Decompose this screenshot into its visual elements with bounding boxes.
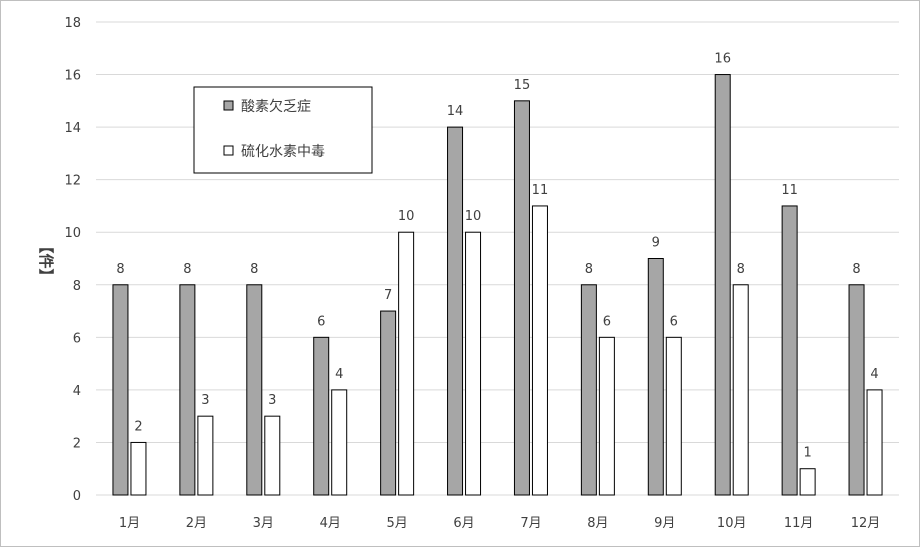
bar-hydrogen-sulfide — [398, 231, 415, 496]
data-label-hydrogen-sulfide: 1 — [803, 446, 811, 461]
legend-swatch-oxygen-deficiency — [223, 100, 234, 111]
data-label-hydrogen-sulfide: 2 — [134, 419, 142, 434]
data-label-oxygen-deficiency: 8 — [852, 262, 860, 277]
data-label-oxygen-deficiency: 15 — [514, 78, 531, 93]
x-tick-label: 3月 — [253, 516, 274, 531]
bar-hydrogen-sulfide — [598, 336, 615, 496]
bar-oxygen-deficiency — [714, 74, 731, 496]
y-tick-label: 18 — [64, 16, 81, 31]
bars — [112, 74, 883, 496]
x-tick-label: 5月 — [386, 516, 407, 531]
data-label-hydrogen-sulfide: 4 — [335, 367, 343, 382]
bar-hydrogen-sulfide — [197, 415, 214, 496]
data-label-oxygen-deficiency: 8 — [585, 262, 593, 277]
x-tick-label: 10月 — [717, 516, 747, 531]
bar-hydrogen-sulfide — [331, 389, 348, 496]
y-tick-label: 4 — [73, 384, 81, 399]
data-label-hydrogen-sulfide: 10 — [465, 209, 482, 224]
bar-oxygen-deficiency — [513, 100, 530, 496]
data-label-hydrogen-sulfide: 3 — [268, 393, 276, 408]
data-label-oxygen-deficiency: 8 — [183, 262, 191, 277]
bar-hydrogen-sulfide — [465, 231, 482, 496]
legend-label-oxygen-deficiency: 酸素欠乏症 — [241, 99, 311, 115]
data-label-oxygen-deficiency: 16 — [714, 52, 731, 67]
data-label-hydrogen-sulfide: 8 — [737, 262, 745, 277]
y-axis-ticks: 0 2 4 6 8 10 12 14 16 18 — [64, 16, 81, 504]
data-label-oxygen-deficiency: 11 — [781, 183, 798, 198]
data-label-oxygen-deficiency: 8 — [116, 262, 124, 277]
bar-oxygen-deficiency — [848, 284, 865, 496]
legend-label-hydrogen-sulfide: 硫化水素中毒 — [241, 144, 325, 160]
y-axis-label-text: 【件】 — [37, 238, 55, 283]
bar-oxygen-deficiency — [112, 284, 129, 496]
bar-hydrogen-sulfide — [264, 415, 281, 496]
legend: 酸素欠乏症 硫化水素中毒 — [193, 86, 373, 174]
data-label-oxygen-deficiency: 6 — [317, 314, 325, 329]
y-tick-label: 12 — [64, 174, 81, 189]
y-axis-label: 【件】 — [37, 238, 55, 283]
bar-oxygen-deficiency — [179, 284, 196, 496]
bar-hydrogen-sulfide — [531, 205, 548, 496]
data-label-oxygen-deficiency: 8 — [250, 262, 258, 277]
data-label-hydrogen-sulfide: 4 — [870, 367, 878, 382]
y-tick-label: 14 — [64, 121, 81, 136]
bar-oxygen-deficiency — [580, 284, 597, 496]
bar-oxygen-deficiency — [447, 126, 464, 496]
data-label-hydrogen-sulfide: 11 — [532, 183, 549, 198]
data-label-hydrogen-sulfide: 6 — [603, 314, 611, 329]
y-tick-label: 10 — [64, 226, 81, 241]
bar-oxygen-deficiency — [313, 336, 330, 496]
bar-hydrogen-sulfide — [130, 441, 147, 496]
data-label-hydrogen-sulfide: 3 — [201, 393, 209, 408]
bar-oxygen-deficiency — [246, 284, 263, 496]
x-tick-label: 9月 — [654, 516, 675, 531]
x-axis-ticks: 1月 2月 3月 4月 5月 6月 7月 8月 9月 10月 11月 12月 — [119, 516, 880, 531]
x-tick-label: 11月 — [784, 516, 814, 531]
data-label-oxygen-deficiency: 9 — [652, 236, 660, 251]
bar-oxygen-deficiency — [781, 205, 798, 496]
bar-hydrogen-sulfide — [665, 336, 682, 496]
legend-swatch-hydrogen-sulfide — [223, 145, 234, 156]
bar-oxygen-deficiency — [380, 310, 397, 496]
y-tick-label: 8 — [73, 279, 81, 294]
y-tick-label: 0 — [73, 489, 81, 504]
x-tick-label: 8月 — [587, 516, 608, 531]
gridlines — [96, 21, 899, 496]
bar-hydrogen-sulfide — [732, 284, 749, 496]
bar-hydrogen-sulfide — [799, 468, 816, 496]
x-tick-label: 7月 — [520, 516, 541, 531]
y-tick-label: 2 — [73, 436, 81, 451]
bar-oxygen-deficiency — [647, 258, 664, 496]
x-tick-label: 12月 — [851, 516, 881, 531]
x-tick-label: 1月 — [119, 516, 140, 531]
bar-hydrogen-sulfide — [866, 389, 883, 496]
data-label-oxygen-deficiency: 7 — [384, 288, 392, 303]
y-tick-label: 16 — [64, 69, 81, 84]
x-tick-label: 6月 — [453, 516, 474, 531]
x-tick-label: 4月 — [320, 516, 341, 531]
y-tick-label: 6 — [73, 331, 81, 346]
data-label-hydrogen-sulfide: 10 — [398, 209, 415, 224]
data-label-hydrogen-sulfide: 6 — [670, 314, 678, 329]
data-label-oxygen-deficiency: 14 — [447, 104, 464, 119]
x-tick-label: 2月 — [186, 516, 207, 531]
